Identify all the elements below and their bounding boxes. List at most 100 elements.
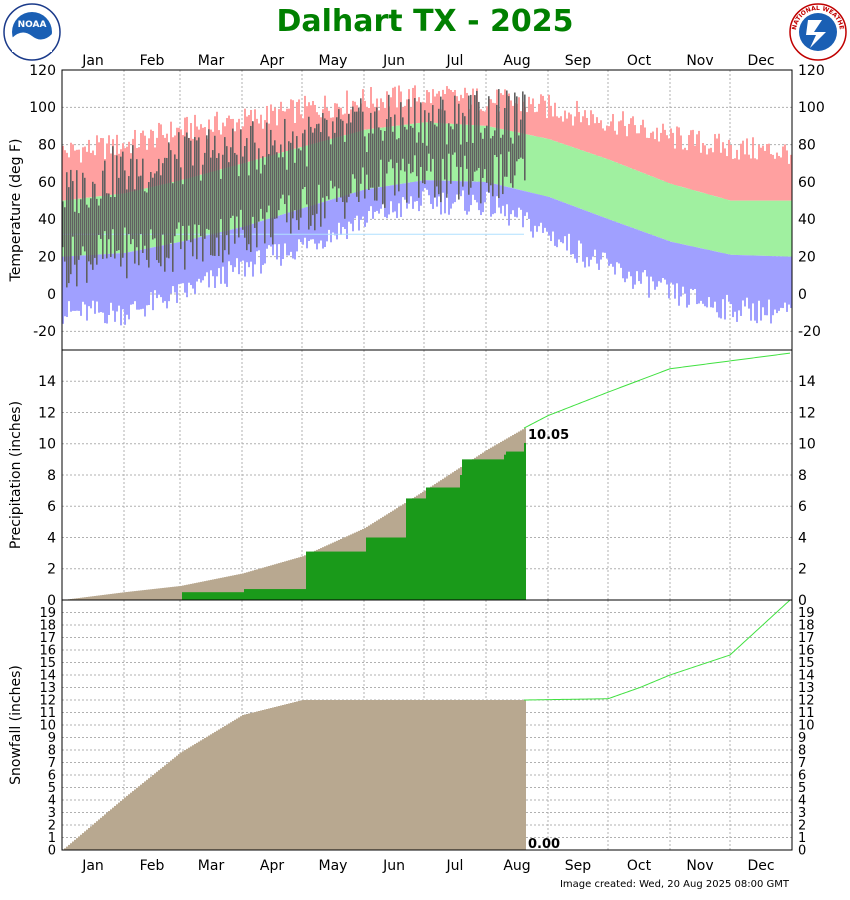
record-low-bar: [722, 253, 724, 300]
normal-range-bar: [608, 159, 610, 220]
normal-cumulative-bar: [202, 581, 204, 600]
normal-range-bar: [658, 179, 660, 238]
month-label-bottom: Jul: [446, 858, 464, 874]
record-high-bar: [290, 99, 292, 150]
observed-cumulative-bar: [404, 537, 406, 600]
month-label-bottom: Sep: [565, 858, 592, 874]
observed-temp-bar: [512, 143, 514, 188]
observed-temp-bar: [332, 121, 334, 189]
record-low-bar: [234, 228, 236, 268]
normal-cumulative-bar: [368, 700, 370, 850]
normal-cumulative-bar: [352, 700, 354, 850]
observed-cumulative-bar: [206, 592, 208, 600]
observed-cumulative-bar: [282, 589, 284, 600]
record-low-bar: [100, 254, 102, 313]
record-high-bar: [200, 124, 202, 175]
normal-range-bar: [610, 160, 612, 221]
observed-cumulative-bar: [410, 498, 412, 600]
observed-temp-bar: [176, 158, 178, 229]
normal-range-bar: [764, 200, 766, 256]
normal-range-bar: [680, 186, 682, 244]
observed-cumulative-bar: [510, 451, 512, 600]
record-low-bar: [166, 244, 168, 309]
record-high-bar: [534, 112, 536, 137]
record-low-bar: [614, 221, 616, 275]
observed-cumulative-bar: [226, 592, 228, 600]
normal-cumulative-bar: [248, 713, 250, 850]
record-high-bar: [84, 146, 86, 199]
observed-temp-bar: [66, 172, 68, 288]
record-high-bar: [230, 119, 232, 167]
record-high-bar: [344, 113, 346, 136]
observed-temp-bar: [240, 129, 242, 210]
observed-temp-bar: [62, 201, 64, 248]
y-tick-label-right: 10: [798, 437, 816, 453]
normal-cumulative-bar: [462, 700, 464, 850]
record-low-bar: [620, 223, 622, 268]
normal-cumulative-bar: [144, 589, 146, 600]
observed-cumulative-bar: [432, 487, 434, 600]
record-high-bar: [760, 147, 762, 201]
normal-range-bar: [778, 200, 780, 257]
y-tick-label-left: 60: [38, 175, 56, 191]
normal-cumulative-bar: [118, 592, 120, 600]
normal-cumulative-bar: [244, 714, 246, 850]
observed-cumulative-bar: [352, 551, 354, 600]
record-low-bar: [626, 225, 628, 279]
record-low-bar: [586, 211, 588, 257]
observed-temp-bar: [152, 177, 154, 240]
observed-temp-bar: [358, 108, 360, 202]
observed-cumulative-bar: [504, 454, 506, 600]
record-high-bar: [296, 101, 298, 149]
y-tick-label-left: 14: [38, 374, 56, 390]
normal-cumulative-bar: [266, 709, 268, 850]
record-low-bar: [572, 205, 574, 255]
normal-range-bar: [688, 188, 690, 246]
observed-temp-bar: [98, 205, 100, 235]
record-low-bar: [590, 212, 592, 260]
normal-range-bar: [582, 150, 584, 210]
normal-range-bar: [566, 145, 568, 204]
observed-temp-bar: [416, 142, 418, 177]
observed-temp-bar: [264, 164, 266, 244]
record-high-bar: [502, 94, 504, 130]
normal-cumulative-bar: [446, 700, 448, 850]
normal-cumulative-bar: [514, 700, 516, 850]
record-high-bar: [614, 130, 616, 162]
normal-range-bar: [508, 130, 510, 188]
normal-range-bar: [674, 184, 676, 243]
record-low-bar: [282, 214, 284, 260]
observed-cumulative-bar: [382, 537, 384, 600]
record-low-bar: [350, 193, 352, 224]
month-label-top: Apr: [260, 53, 284, 69]
observed-temp-bar: [186, 132, 188, 241]
record-high-bar: [450, 90, 452, 124]
observed-temp-bar: [80, 199, 82, 256]
record-high-bar: [262, 128, 264, 158]
record-high-bar: [148, 138, 150, 188]
normal-cumulative-bar: [164, 587, 166, 600]
normal-cumulative-bar: [84, 831, 86, 850]
observed-temp-bar: [288, 141, 290, 196]
normal-cumulative-bar: [204, 581, 206, 600]
normal-cumulative-bar: [190, 746, 192, 850]
record-high-bar: [704, 145, 706, 194]
observed-temp-bar: [440, 96, 442, 203]
normal-range-bar: [556, 141, 558, 200]
observed-temp-bar: [420, 102, 422, 167]
normal-cumulative-bar: [110, 809, 112, 850]
normal-cumulative-bar: [406, 700, 408, 850]
observed-cumulative-bar: [330, 551, 332, 600]
normal-cumulative-bar: [504, 700, 506, 850]
observed-cumulative-bar: [464, 459, 466, 600]
record-low-bar: [688, 245, 690, 305]
observed-temp-bar: [170, 150, 172, 243]
observed-temp-bar: [182, 184, 184, 226]
y-tick-label-left: 80: [38, 138, 56, 154]
observed-temp-bar: [118, 177, 120, 251]
record-high-bar: [648, 137, 650, 176]
normal-cumulative-bar: [214, 579, 216, 600]
record-high-bar: [584, 110, 586, 152]
normal-range-bar: [598, 156, 600, 216]
record-low-bar: [244, 226, 246, 277]
